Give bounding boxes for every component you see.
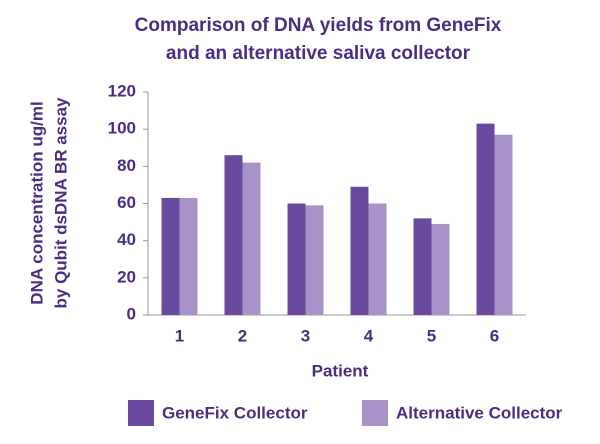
x-tick-label: 1 [175,326,184,345]
x-tick-label: 3 [301,326,310,345]
bar [494,134,513,315]
legend-swatch [362,400,388,426]
x-tick-label: 6 [490,326,499,345]
x-axis-label: Patient [312,361,369,380]
y-tick-label: 60 [117,193,136,212]
bar [242,162,261,315]
bar [287,203,306,315]
legend-label: GeneFix Collector [162,403,308,422]
x-tick-label: 5 [427,326,436,345]
bar [476,123,495,315]
y-axis-label: by Qubit dsDNA BR assay [51,97,70,309]
x-tick-label: 4 [364,326,374,345]
legend-label: Alternative Collector [396,403,563,422]
bar [305,205,324,315]
chart-title: and an alternative saliva collector [166,43,471,64]
y-tick-label: 40 [117,230,136,249]
bar [368,203,387,315]
bar [413,218,432,315]
bar [161,197,180,315]
bar [224,155,243,315]
bar [350,186,369,315]
y-tick-label: 100 [108,119,136,138]
y-tick-label: 120 [108,81,136,100]
chart-title: Comparison of DNA yields from GeneFix [135,15,502,36]
y-tick-label: 0 [127,304,136,323]
bar [431,223,450,315]
bar [179,197,198,315]
x-tick-label: 2 [238,326,247,345]
y-axis-label: DNA concentration ug/ml [27,101,46,304]
y-tick-label: 80 [117,156,136,175]
y-tick-label: 20 [117,267,136,286]
legend-swatch [128,400,154,426]
